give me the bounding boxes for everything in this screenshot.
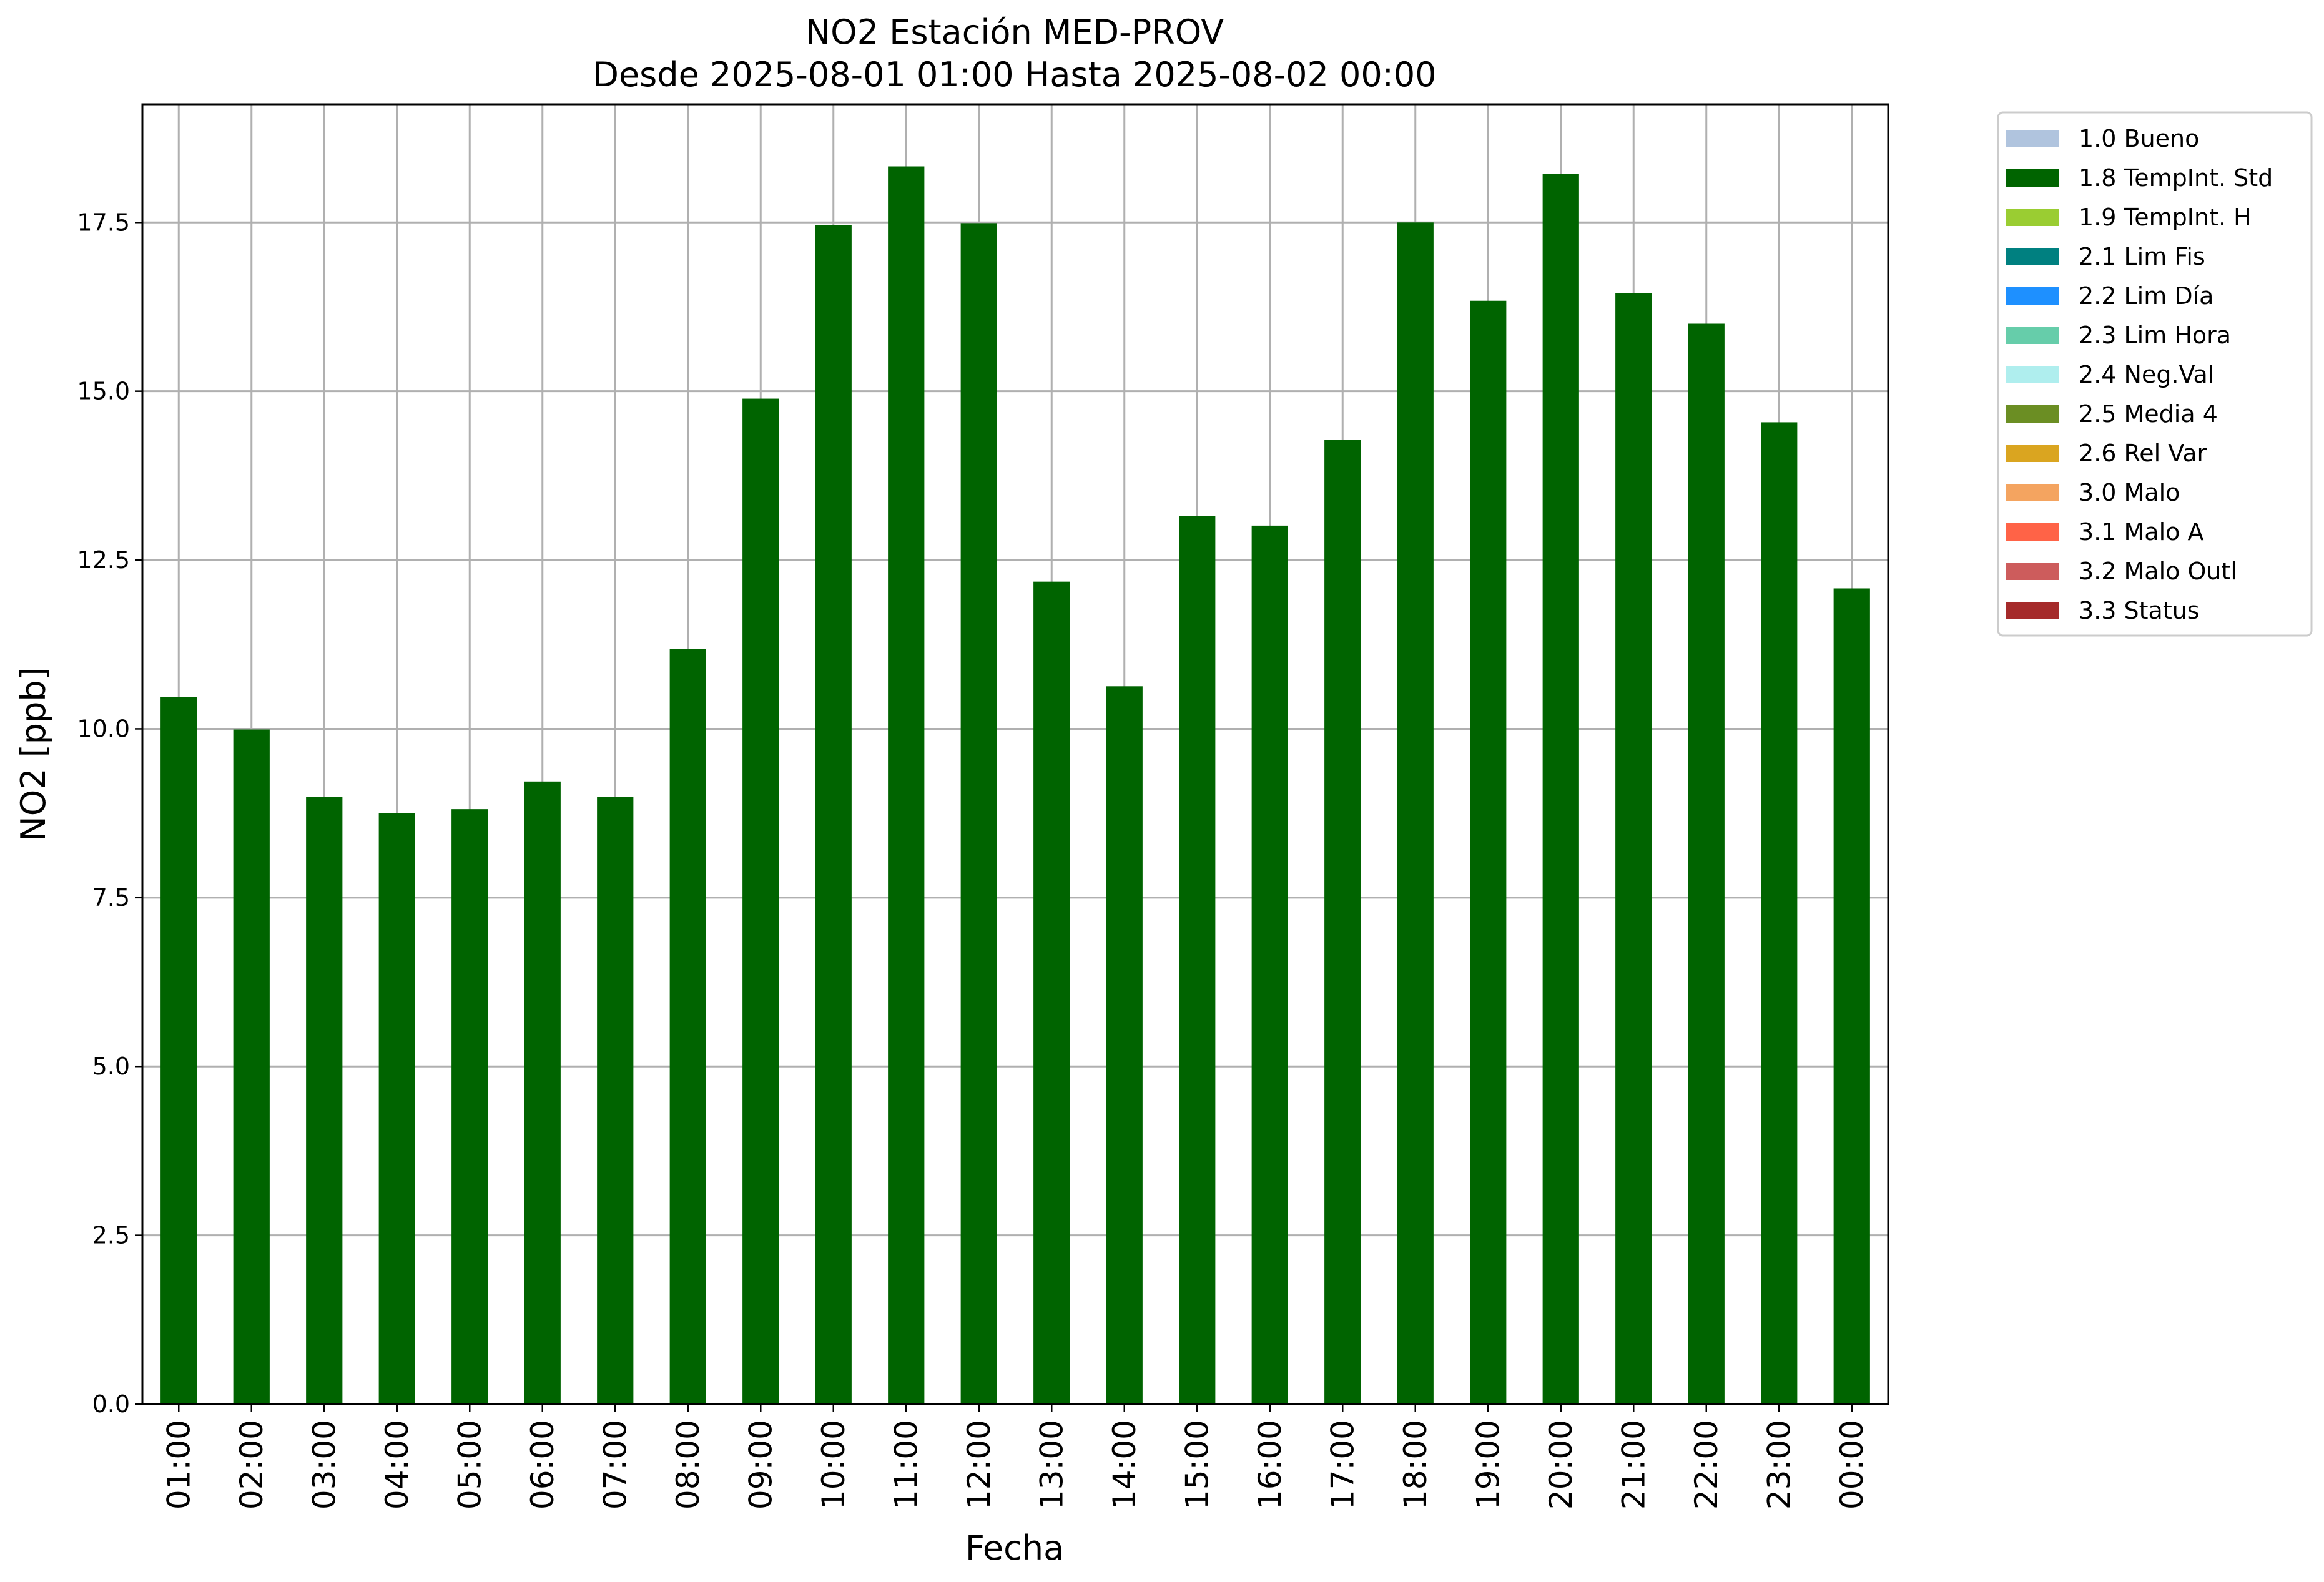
bar-1800	[1397, 222, 1434, 1405]
x-tick-label: 05:00	[451, 1420, 488, 1510]
y-tick-label: 7.5	[92, 884, 130, 911]
plot-area-frame	[141, 103, 1889, 1405]
x-tick-label: 23:00	[1761, 1420, 1797, 1510]
bar-1000	[815, 225, 852, 1404]
bar-2300	[1761, 422, 1798, 1404]
legend-swatch	[2006, 248, 2059, 265]
legend-swatch	[2006, 563, 2059, 580]
legend-label: 3.0 Malo	[2079, 479, 2180, 506]
chart-title: NO2 Estación MED-PROV Desde 2025-08-01 0…	[593, 12, 1436, 94]
x-tick-label: 08:00	[670, 1420, 706, 1510]
bar-0800	[669, 649, 706, 1404]
x-tick-label: 12:00	[961, 1420, 997, 1510]
x-tick-label: 17:00	[1324, 1420, 1361, 1510]
y-axis-ticks: 0.0 2.5 5.0 7.5 10.0 12.5 15.0 17.5	[77, 209, 142, 1418]
bar-0300	[306, 797, 343, 1404]
bar-2100	[1615, 293, 1652, 1404]
x-tick-label: 06:00	[524, 1420, 561, 1510]
bar-1100	[888, 166, 925, 1404]
legend-swatch	[2006, 130, 2059, 147]
bar-series	[160, 166, 1870, 1405]
legend-swatch	[2006, 327, 2059, 344]
bar-2000	[1542, 174, 1579, 1404]
legend-label: 2.1 Lim Fis	[2079, 243, 2205, 270]
legend-label: 2.6 Rel Var	[2079, 440, 2207, 467]
bar-1400	[1106, 686, 1143, 1404]
x-tick-label: 13:00	[1033, 1420, 1070, 1510]
bar-1200	[960, 223, 997, 1405]
legend-box	[1997, 111, 2313, 637]
x-tick-label: 20:00	[1543, 1420, 1579, 1510]
legend-swatch	[2006, 523, 2059, 541]
legend-swatch	[2006, 445, 2059, 462]
legend-swatch	[2006, 287, 2059, 305]
legend-label: 1.0 Bueno	[2079, 125, 2199, 152]
legend-swatch	[2006, 405, 2059, 423]
bar-0500	[451, 809, 488, 1404]
legend-swatch	[2006, 169, 2059, 187]
x-tick-label: 09:00	[742, 1420, 779, 1510]
legend-label: 2.3 Lim Hora	[2079, 322, 2231, 349]
legend-label: 2.4 Neg.Val	[2079, 361, 2214, 388]
bar-0400	[378, 813, 415, 1404]
y-tick-label: 10.0	[77, 715, 130, 742]
y-tick-label: 0.0	[92, 1390, 130, 1418]
x-tick-label: 02:00	[234, 1420, 270, 1510]
x-tick-label: 04:00	[379, 1420, 415, 1510]
x-tick-label: 11:00	[888, 1420, 924, 1510]
legend: 1.0 Bueno 1.8 TempInt. Std 1.9 TempInt. H 2…	[1997, 111, 2313, 637]
legend-swatch	[2006, 366, 2059, 383]
chart-title-line-2: Desde 2025-08-01 01:00 Hasta 2025-08-02 …	[593, 55, 1436, 94]
bar-1600	[1251, 525, 1288, 1404]
bar-0600	[524, 781, 561, 1404]
y-tick-label: 2.5	[92, 1222, 130, 1249]
bar-1500	[1179, 516, 1216, 1404]
legend-label: 1.8 TempInt. Std	[2079, 164, 2273, 192]
chart-title-line-1: NO2 Estación MED-PROV	[805, 12, 1224, 52]
x-tick-label: 15:00	[1179, 1420, 1215, 1510]
x-axis-label: Fecha	[965, 1528, 1064, 1568]
bar-1300	[1033, 581, 1070, 1404]
x-tick-label: 21:00	[1615, 1420, 1652, 1510]
legend-label: 2.2 Lim Día	[2079, 282, 2213, 310]
bar-1700	[1324, 440, 1361, 1404]
y-axis-label: NO2 [ppb]	[14, 667, 53, 841]
x-tick-label: 03:00	[306, 1420, 342, 1510]
bar-0100	[160, 697, 197, 1404]
y-tick-label: 12.5	[77, 546, 130, 574]
x-tick-label: 22:00	[1688, 1420, 1725, 1510]
x-tick-label: 07:00	[597, 1420, 633, 1510]
legend-label: 3.2 Malo Outl	[2079, 558, 2237, 585]
x-tick-label: 18:00	[1397, 1420, 1434, 1510]
x-axis-ticks: 01:00 02:00 03:00 04:00 05:00 06:00 07:00 08:00…	[160, 1404, 1870, 1510]
legend-label: 2.5 Media 4	[2079, 400, 2218, 428]
bar-2200	[1688, 323, 1725, 1404]
x-tick-label: 00:00	[1834, 1420, 1870, 1510]
x-tick-label: 10:00	[815, 1420, 852, 1510]
bar-0000	[1833, 588, 1870, 1404]
bar-0700	[597, 797, 634, 1404]
x-tick-label: 19:00	[1470, 1420, 1506, 1510]
y-tick-label: 15.0	[77, 378, 130, 405]
bar-0200	[233, 729, 270, 1404]
legend-label: 1.9 TempInt. H	[2079, 204, 2252, 231]
x-tick-label: 14:00	[1106, 1420, 1143, 1510]
legend-swatch	[2006, 602, 2059, 619]
x-tick-label: 01:00	[160, 1420, 197, 1510]
bar-0900	[742, 398, 779, 1404]
legend-label: 3.3 Status	[2079, 597, 2200, 624]
legend-swatch	[2006, 209, 2059, 226]
y-tick-label: 5.0	[92, 1053, 130, 1080]
x-tick-label: 16:00	[1252, 1420, 1288, 1510]
bar-1900	[1470, 300, 1507, 1404]
legend-label: 3.1 Malo A	[2079, 518, 2203, 546]
y-tick-label: 17.5	[77, 209, 130, 236]
legend-swatch	[2006, 484, 2059, 501]
